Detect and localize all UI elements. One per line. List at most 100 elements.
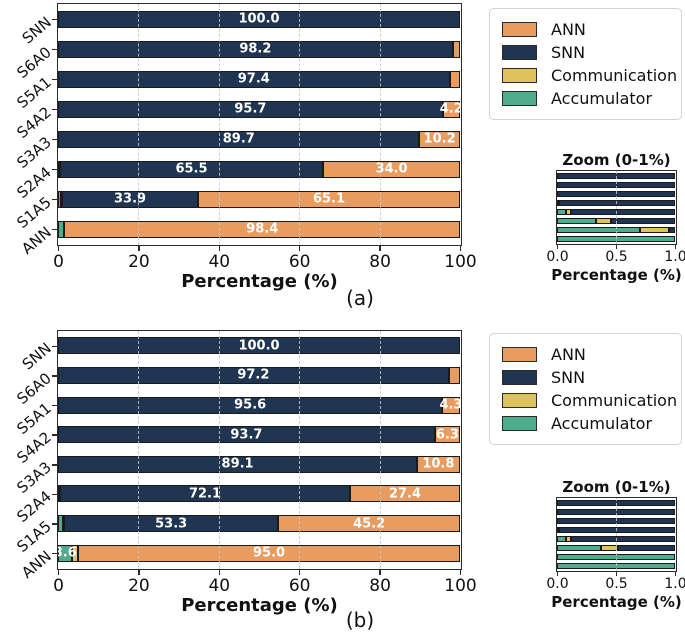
inset-bar-segment-communication bbox=[566, 208, 572, 215]
legend-label: ANN bbox=[551, 344, 586, 364]
x-tick bbox=[138, 570, 140, 575]
bar-row-S1A5: 33.9 65.1 bbox=[58, 190, 461, 208]
bar-value-label: 10.2 bbox=[423, 131, 456, 147]
x-tick-label: 40 bbox=[208, 252, 231, 272]
gridline bbox=[299, 331, 301, 569]
legend-swatch bbox=[502, 346, 537, 362]
bar-segment-snn bbox=[58, 130, 420, 148]
inset-x-tick-label: 1.0 bbox=[664, 249, 685, 265]
x-tick-label: 0 bbox=[53, 252, 64, 272]
bar-row-SNN: 100.0 bbox=[58, 337, 461, 355]
inset-x-tick-label: 0.5 bbox=[605, 576, 628, 592]
x-tick-label: 0 bbox=[53, 576, 64, 596]
inset-x-tick-label: 1.0 bbox=[664, 576, 685, 592]
x-tick bbox=[298, 246, 301, 251]
legend-swatch bbox=[502, 416, 537, 432]
inset-bar-segment-snn bbox=[611, 217, 675, 224]
x-tick-label: 60 bbox=[288, 576, 311, 596]
inset-bar-segment-snn bbox=[571, 535, 675, 542]
legend-label: Accumulator bbox=[551, 414, 653, 434]
inset-x-tick-label: 0.5 bbox=[605, 249, 628, 265]
inset-plot-area bbox=[556, 170, 677, 245]
inset-bar-row-S4A2 bbox=[557, 199, 676, 206]
bar-row-S6A0: 98.2 bbox=[58, 40, 461, 58]
inset-title: Zoom (0-1%) bbox=[562, 478, 671, 496]
inset-bar-segment-accumulator bbox=[557, 535, 567, 542]
legend-box: ANN SNN Communication Accumulator bbox=[489, 8, 682, 120]
inset-gridline bbox=[616, 498, 617, 571]
legend-item-ann: ANN bbox=[502, 343, 669, 365]
y-tick bbox=[52, 138, 57, 141]
bar-value-label: 65.5 bbox=[175, 161, 208, 177]
bar-value-label: 98.2 bbox=[239, 41, 272, 57]
bar-segment-ann bbox=[64, 220, 460, 238]
bar-segment-communication bbox=[72, 544, 79, 562]
bar-value-label: 89.7 bbox=[222, 131, 255, 147]
inset-bar-segment-accumulator bbox=[557, 544, 601, 551]
bar-row-S5A1: 95.6 4.3 bbox=[58, 396, 461, 414]
inset-gridline bbox=[616, 171, 617, 244]
legend-swatch bbox=[502, 44, 537, 60]
x-tick bbox=[57, 570, 60, 575]
bar-value-label: 98.4 bbox=[246, 221, 279, 237]
bar-row-S2A4: 72.1 27.4 bbox=[58, 485, 461, 503]
inset-plot-area bbox=[556, 497, 677, 572]
bar-row-S6A0: 97.2 bbox=[58, 366, 461, 384]
legend-label: SNN bbox=[551, 367, 586, 387]
bar-value-label: 34.0 bbox=[375, 161, 408, 177]
inset-bar-row-S1A5 bbox=[557, 226, 676, 233]
inset-bar-segment-snn bbox=[571, 208, 675, 215]
bar-segment-snn bbox=[58, 40, 453, 58]
bar-value-label: 27.4 bbox=[388, 486, 422, 502]
legend-item-accumulator: Accumulator bbox=[502, 413, 669, 435]
inset-bar-segment-accumulator bbox=[557, 226, 640, 233]
gridline bbox=[379, 331, 381, 569]
bar-value-label: 4.2 bbox=[439, 101, 462, 117]
legend-label: Communication bbox=[551, 391, 678, 411]
plot-area: 100.0 97.2 95.6 4.3 93.7 6.3 89.1 10.8 72.1 27.4 5… bbox=[57, 330, 462, 570]
y-tick bbox=[52, 48, 57, 51]
x-tick bbox=[459, 570, 462, 575]
panel-caption: (b) bbox=[345, 608, 375, 632]
y-tick bbox=[52, 493, 57, 496]
x-tick-label: 100 bbox=[444, 252, 477, 272]
bar-segment-ann bbox=[419, 130, 461, 148]
bar-segment-ann bbox=[416, 455, 461, 473]
y-tick bbox=[52, 464, 57, 466]
bar-value-label: 89.1 bbox=[221, 456, 254, 472]
inset-bar-segment-communication bbox=[600, 544, 619, 551]
y-tick bbox=[52, 108, 57, 111]
y-tick bbox=[52, 78, 57, 81]
bar-segment-snn bbox=[61, 190, 199, 208]
bar-value-label: 97.4 bbox=[237, 71, 270, 87]
inset-bar-segment-snn bbox=[559, 526, 675, 533]
legend-item-snn: SNN bbox=[502, 41, 669, 63]
x-axis-label: Percentage (%) bbox=[181, 595, 338, 616]
bar-segment-ann bbox=[448, 366, 460, 384]
inset-x-tick bbox=[674, 572, 677, 576]
y-tick bbox=[52, 345, 57, 348]
gridline bbox=[218, 331, 220, 569]
x-tick bbox=[379, 246, 381, 251]
bar-segment-accumulator bbox=[58, 190, 61, 208]
bar-row-S4A2: 93.7 6.3 bbox=[58, 426, 461, 444]
x-tick bbox=[138, 246, 140, 251]
y-tick bbox=[52, 434, 57, 436]
bar-value-label: 100.0 bbox=[238, 338, 280, 354]
inset-bar-segment-accumulator bbox=[557, 217, 596, 224]
y-tick bbox=[52, 404, 57, 407]
x-tick-label: 100 bbox=[444, 576, 477, 596]
inset-bar-row-S4A2 bbox=[557, 526, 676, 533]
bar-segment-snn bbox=[58, 396, 443, 414]
bar-segment-snn bbox=[60, 485, 350, 503]
x-tick bbox=[459, 246, 462, 251]
inset-x-tick-label: 0.0 bbox=[546, 576, 569, 592]
x-tick bbox=[379, 570, 381, 575]
inset-bar-segment-snn bbox=[559, 199, 675, 206]
legend-box: ANN SNN Communication Accumulator bbox=[489, 333, 682, 445]
x-tick-label: 80 bbox=[369, 576, 391, 596]
bar-segment-ann bbox=[452, 40, 460, 58]
x-tick bbox=[218, 570, 221, 575]
x-tick-label: 20 bbox=[128, 576, 150, 596]
legend-item-ann: ANN bbox=[502, 18, 669, 40]
